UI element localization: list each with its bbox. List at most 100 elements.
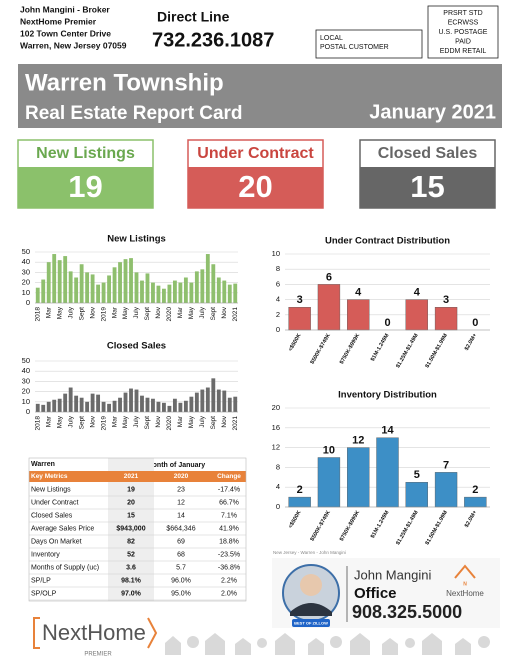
bar bbox=[129, 388, 133, 412]
bar bbox=[35, 403, 40, 412]
x-tick-label: Sept bbox=[78, 416, 85, 430]
bar bbox=[107, 275, 111, 303]
bar bbox=[405, 299, 428, 331]
footer-brand: NextHome bbox=[42, 620, 146, 645]
table-cell: 19 bbox=[127, 486, 135, 493]
footer-tier: PREMIER bbox=[84, 652, 112, 658]
value-label: 10 bbox=[323, 444, 335, 456]
tree-icon bbox=[478, 636, 490, 648]
bar bbox=[227, 397, 232, 412]
value-label: 12 bbox=[352, 435, 364, 447]
y-tick-label: 12 bbox=[272, 443, 280, 452]
y-tick-label: 30 bbox=[22, 376, 30, 385]
bar bbox=[189, 396, 194, 412]
bar bbox=[123, 259, 128, 303]
table-column-header: Key Metrics bbox=[31, 473, 68, 480]
bar bbox=[63, 256, 68, 303]
y-tick-label: 16 bbox=[272, 423, 280, 432]
table-cell: 2.2% bbox=[221, 577, 237, 584]
bar bbox=[134, 272, 139, 303]
x-tick-label: Nov bbox=[221, 306, 228, 318]
x-tick-label: $500K-$749K bbox=[310, 333, 332, 366]
y-tick-label: 50 bbox=[22, 247, 30, 256]
bar bbox=[134, 389, 139, 412]
bar bbox=[200, 269, 205, 303]
table-cell: $664,346 bbox=[166, 525, 195, 532]
y-tick-label: 10 bbox=[22, 288, 30, 297]
x-tick-label: 2021 bbox=[232, 416, 239, 431]
x-tick-label: Mar bbox=[177, 306, 184, 318]
table-cell: -23.5% bbox=[218, 551, 240, 558]
x-tick-label: $1.25M-$1.49M bbox=[395, 332, 420, 369]
bar bbox=[288, 307, 311, 331]
bar bbox=[46, 262, 51, 303]
bar bbox=[183, 277, 188, 303]
agent-brand: NextHome bbox=[446, 589, 484, 598]
postage-box bbox=[427, 5, 499, 59]
value-label: 7 bbox=[443, 459, 449, 471]
x-tick-label: Mar bbox=[111, 306, 118, 318]
mailer-box bbox=[315, 29, 423, 59]
x-tick-label: Nov bbox=[89, 306, 96, 318]
table-cell: Days On Market bbox=[31, 538, 82, 545]
y-tick-label: 0 bbox=[276, 325, 280, 334]
banner bbox=[18, 64, 502, 128]
value-label: 4 bbox=[414, 287, 421, 299]
y-tick-label: 20 bbox=[272, 403, 280, 412]
x-tick-label: $1.25M-$1.49M bbox=[395, 509, 420, 546]
bar bbox=[317, 284, 341, 331]
bar bbox=[288, 496, 311, 508]
house-icon bbox=[455, 638, 471, 655]
bar bbox=[123, 392, 128, 412]
table-cell: 14 bbox=[177, 512, 185, 519]
x-tick-label: Mar bbox=[45, 306, 52, 318]
bar bbox=[52, 399, 57, 412]
y-tick-label: 4 bbox=[276, 295, 280, 304]
bar bbox=[41, 404, 46, 412]
brand-roof bbox=[454, 564, 476, 579]
agent-photo-face bbox=[300, 574, 322, 596]
stat-label: Under Contract bbox=[197, 145, 314, 162]
value-label: 0 bbox=[384, 317, 390, 329]
y-tick-label: 10 bbox=[272, 249, 280, 258]
x-tick-label: $500K-$749K bbox=[310, 510, 332, 543]
x-tick-label: Mar bbox=[177, 415, 184, 427]
x-tick-label: 2018 bbox=[34, 307, 41, 322]
x-tick-label: July bbox=[133, 415, 140, 427]
office-label: Office bbox=[354, 585, 397, 602]
x-tick-label: Sept bbox=[78, 307, 85, 321]
table-cell: 7.1% bbox=[221, 512, 237, 519]
bar bbox=[107, 403, 111, 412]
table-cell: Closed Sales bbox=[31, 512, 73, 519]
tree-icon bbox=[330, 636, 342, 648]
bar bbox=[200, 389, 205, 412]
direct-line: 732.236.1087 bbox=[152, 29, 274, 51]
bar bbox=[156, 401, 161, 412]
mailer-line: POSTAL CUSTOMER bbox=[320, 44, 389, 51]
stat-box-fill bbox=[188, 167, 323, 208]
bar bbox=[46, 401, 51, 412]
address-line: John Mangini - Broker bbox=[20, 4, 110, 14]
table-cell: 66.7% bbox=[219, 499, 239, 506]
bar bbox=[216, 389, 221, 412]
bar bbox=[90, 274, 95, 303]
postage-line: U.S. POSTAGE bbox=[439, 29, 488, 36]
bar bbox=[162, 402, 166, 412]
bar bbox=[118, 397, 122, 412]
value-label: 5 bbox=[414, 469, 420, 481]
table-cell: 20 bbox=[127, 499, 135, 506]
x-tick-label: 2019 bbox=[100, 416, 107, 431]
y-tick-label: 0 bbox=[26, 407, 30, 416]
bar bbox=[233, 396, 238, 412]
postage-line: EDDM RETAIL bbox=[440, 48, 487, 55]
banner-date: January 2021 bbox=[369, 101, 496, 123]
table-cell: 52 bbox=[127, 551, 135, 558]
banner-title: Warren Township bbox=[25, 69, 224, 96]
stat-label: New Listings bbox=[36, 145, 135, 162]
postage-line: PAID bbox=[455, 38, 471, 45]
brand-mark: N bbox=[463, 581, 467, 587]
chart-title: Under Contract Distribution bbox=[325, 236, 450, 247]
table-cell: Months of Supply (uc) bbox=[31, 564, 99, 571]
x-tick-label: Nov bbox=[221, 415, 228, 427]
